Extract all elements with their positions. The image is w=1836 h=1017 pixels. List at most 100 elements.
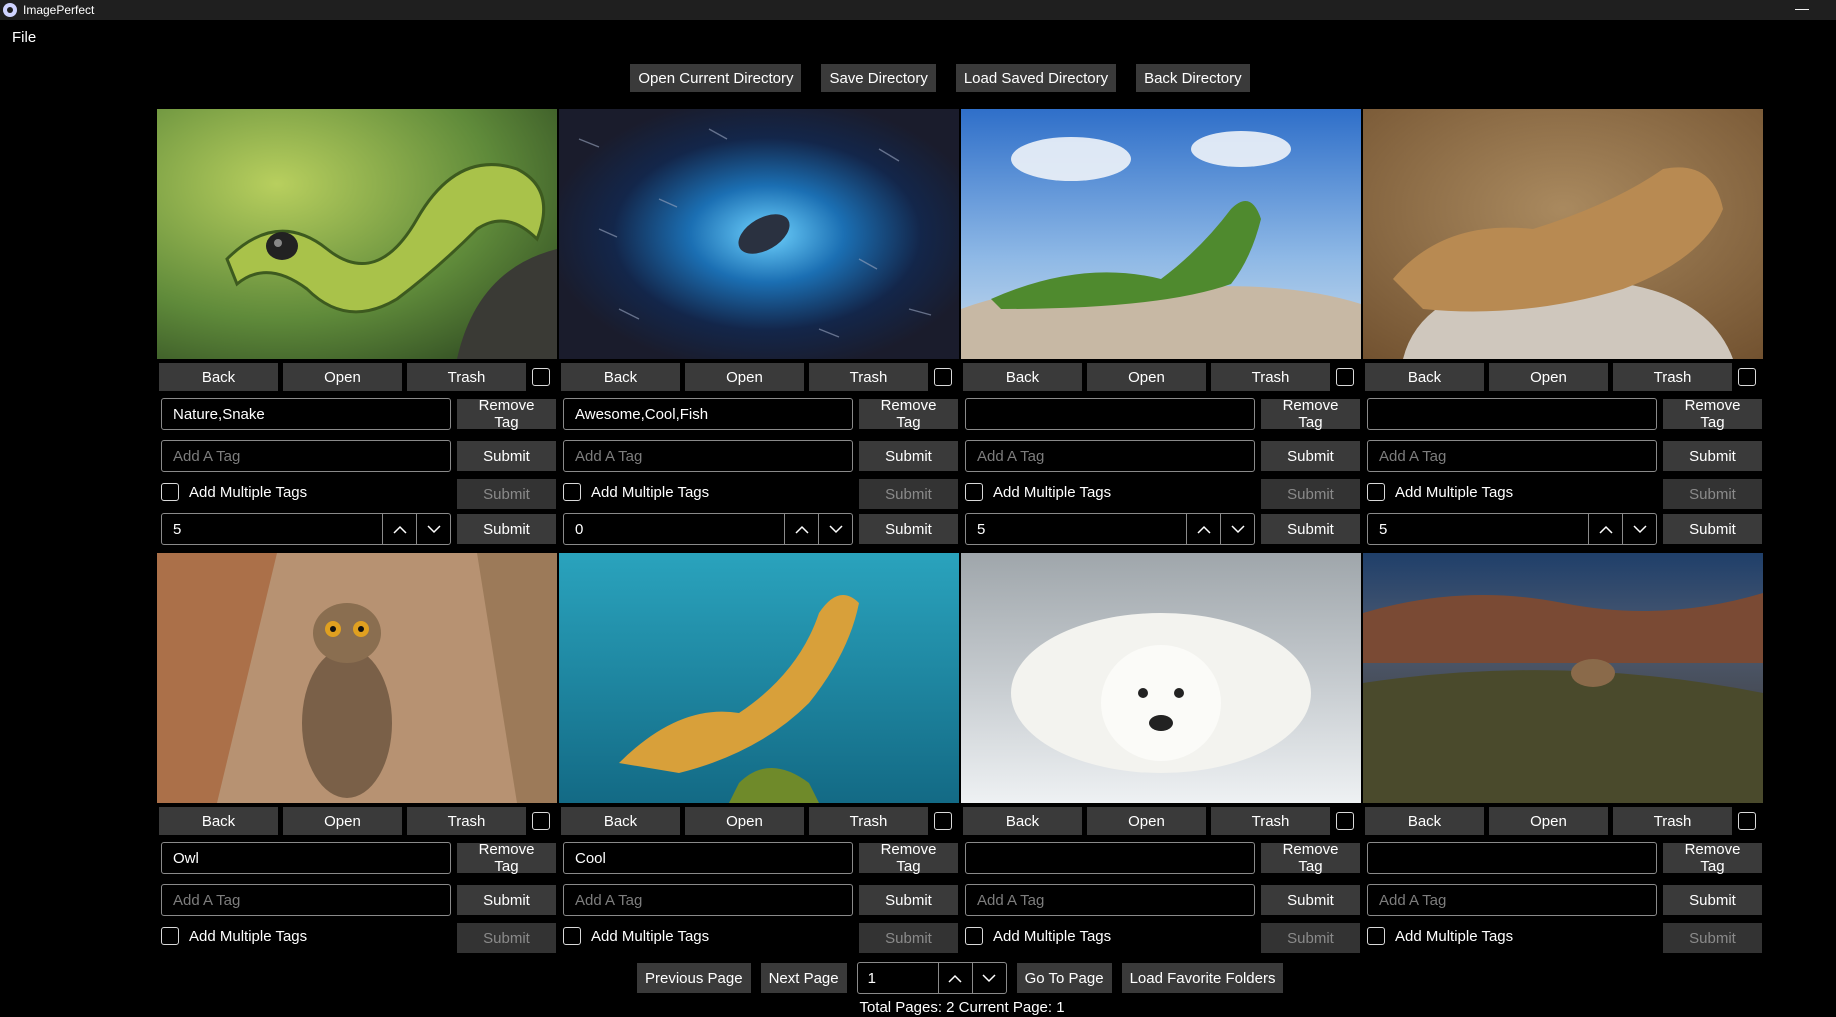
- rating-stepper[interactable]: 5: [965, 513, 1255, 545]
- add-tag-input[interactable]: Add A Tag: [1367, 440, 1657, 472]
- tags-field[interactable]: [965, 398, 1255, 430]
- submit-tag-button[interactable]: Submit: [1261, 885, 1360, 915]
- add-multiple-tags-checkbox[interactable]: [563, 927, 581, 945]
- back-button[interactable]: Back: [963, 807, 1082, 835]
- submit-multiple-tags-button[interactable]: Submit: [1663, 923, 1762, 953]
- remove-tag-button[interactable]: Remove Tag: [1261, 397, 1360, 431]
- minimize-icon[interactable]: —: [1795, 0, 1809, 16]
- add-multiple-tags-option[interactable]: Add Multiple Tags: [161, 924, 307, 948]
- add-multiple-tags-option[interactable]: Add Multiple Tags: [1367, 480, 1513, 504]
- submit-rating-button[interactable]: Submit: [457, 514, 556, 544]
- previous-page-button[interactable]: Previous Page: [637, 963, 751, 993]
- trash-button[interactable]: Trash: [407, 363, 526, 391]
- chevron-down-icon[interactable]: [416, 514, 450, 544]
- select-checkbox[interactable]: [1738, 368, 1756, 386]
- trash-button[interactable]: Trash: [809, 363, 928, 391]
- add-tag-input[interactable]: Add A Tag: [965, 440, 1255, 472]
- trash-button[interactable]: Trash: [1613, 363, 1732, 391]
- rating-stepper[interactable]: 5: [161, 513, 451, 545]
- select-checkbox[interactable]: [1336, 812, 1354, 830]
- submit-multiple-tags-button[interactable]: Submit: [1261, 479, 1360, 509]
- image-thumbnail[interactable]: [559, 553, 959, 803]
- remove-tag-button[interactable]: Remove Tag: [457, 397, 556, 431]
- back-directory-button[interactable]: Back Directory: [1136, 64, 1250, 92]
- tags-field[interactable]: Owl: [161, 842, 451, 874]
- remove-tag-button[interactable]: Remove Tag: [457, 841, 556, 875]
- image-thumbnail[interactable]: [559, 109, 959, 359]
- rating-value[interactable]: 5: [1379, 520, 1388, 538]
- remove-tag-button[interactable]: Remove Tag: [859, 397, 958, 431]
- open-current-directory-button[interactable]: Open Current Directory: [630, 64, 802, 92]
- image-thumbnail[interactable]: [1363, 553, 1763, 803]
- submit-rating-button[interactable]: Submit: [859, 514, 958, 544]
- back-button[interactable]: Back: [159, 363, 278, 391]
- chevron-down-icon[interactable]: [1220, 514, 1254, 544]
- add-multiple-tags-option[interactable]: Add Multiple Tags: [965, 480, 1111, 504]
- rating-stepper[interactable]: 0: [563, 513, 853, 545]
- submit-tag-button[interactable]: Submit: [859, 441, 958, 471]
- remove-tag-button[interactable]: Remove Tag: [859, 841, 958, 875]
- submit-tag-button[interactable]: Submit: [457, 441, 556, 471]
- tags-field[interactable]: [1367, 842, 1657, 874]
- submit-rating-button[interactable]: Submit: [1261, 514, 1360, 544]
- chevron-down-icon[interactable]: [818, 514, 852, 544]
- submit-multiple-tags-button[interactable]: Submit: [1261, 923, 1360, 953]
- back-button[interactable]: Back: [561, 807, 680, 835]
- add-multiple-tags-option[interactable]: Add Multiple Tags: [161, 480, 307, 504]
- tags-field[interactable]: Nature,Snake: [161, 398, 451, 430]
- add-tag-input[interactable]: Add A Tag: [161, 440, 451, 472]
- add-tag-input[interactable]: Add A Tag: [965, 884, 1255, 916]
- image-thumbnail[interactable]: [1363, 109, 1763, 359]
- select-checkbox[interactable]: [1738, 812, 1756, 830]
- menu-file[interactable]: File: [12, 28, 37, 46]
- chevron-up-icon[interactable]: [1186, 514, 1220, 544]
- trash-button[interactable]: Trash: [1211, 807, 1330, 835]
- submit-multiple-tags-button[interactable]: Submit: [1663, 479, 1762, 509]
- add-multiple-tags-checkbox[interactable]: [563, 483, 581, 501]
- open-button[interactable]: Open: [685, 807, 804, 835]
- page-number-stepper[interactable]: 1: [856, 962, 1007, 994]
- open-button[interactable]: Open: [1087, 363, 1206, 391]
- rating-value[interactable]: 5: [977, 520, 986, 538]
- chevron-up-icon[interactable]: [382, 514, 416, 544]
- open-button[interactable]: Open: [1489, 363, 1608, 391]
- submit-tag-button[interactable]: Submit: [859, 885, 958, 915]
- back-button[interactable]: Back: [1365, 807, 1484, 835]
- submit-rating-button[interactable]: Submit: [1663, 514, 1762, 544]
- rating-value[interactable]: 0: [575, 520, 584, 538]
- chevron-down-icon[interactable]: [971, 963, 1006, 993]
- page-number-value[interactable]: 1: [867, 969, 876, 987]
- add-multiple-tags-checkbox[interactable]: [1367, 927, 1385, 945]
- save-directory-button[interactable]: Save Directory: [821, 64, 936, 92]
- chevron-up-icon[interactable]: [784, 514, 818, 544]
- add-tag-input[interactable]: Add A Tag: [563, 884, 853, 916]
- add-multiple-tags-option[interactable]: Add Multiple Tags: [563, 480, 709, 504]
- open-button[interactable]: Open: [1087, 807, 1206, 835]
- trash-button[interactable]: Trash: [1613, 807, 1732, 835]
- back-button[interactable]: Back: [561, 363, 680, 391]
- tags-field[interactable]: Awesome,Cool,Fish: [563, 398, 853, 430]
- add-multiple-tags-checkbox[interactable]: [1367, 483, 1385, 501]
- rating-stepper[interactable]: 5: [1367, 513, 1657, 545]
- rating-value[interactable]: 5: [173, 520, 182, 538]
- trash-button[interactable]: Trash: [809, 807, 928, 835]
- trash-button[interactable]: Trash: [407, 807, 526, 835]
- select-checkbox[interactable]: [934, 812, 952, 830]
- open-button[interactable]: Open: [283, 363, 402, 391]
- image-thumbnail[interactable]: [157, 109, 557, 359]
- tags-field[interactable]: [1367, 398, 1657, 430]
- next-page-button[interactable]: Next Page: [760, 963, 847, 993]
- submit-multiple-tags-button[interactable]: Submit: [457, 923, 556, 953]
- remove-tag-button[interactable]: Remove Tag: [1261, 841, 1360, 875]
- tags-field[interactable]: [965, 842, 1255, 874]
- add-multiple-tags-checkbox[interactable]: [965, 927, 983, 945]
- image-thumbnail[interactable]: [961, 109, 1361, 359]
- add-multiple-tags-checkbox[interactable]: [965, 483, 983, 501]
- submit-tag-button[interactable]: Submit: [1663, 885, 1762, 915]
- select-checkbox[interactable]: [934, 368, 952, 386]
- add-multiple-tags-option[interactable]: Add Multiple Tags: [563, 924, 709, 948]
- open-button[interactable]: Open: [283, 807, 402, 835]
- add-multiple-tags-checkbox[interactable]: [161, 927, 179, 945]
- remove-tag-button[interactable]: Remove Tag: [1663, 397, 1762, 431]
- add-multiple-tags-option[interactable]: Add Multiple Tags: [1367, 924, 1513, 948]
